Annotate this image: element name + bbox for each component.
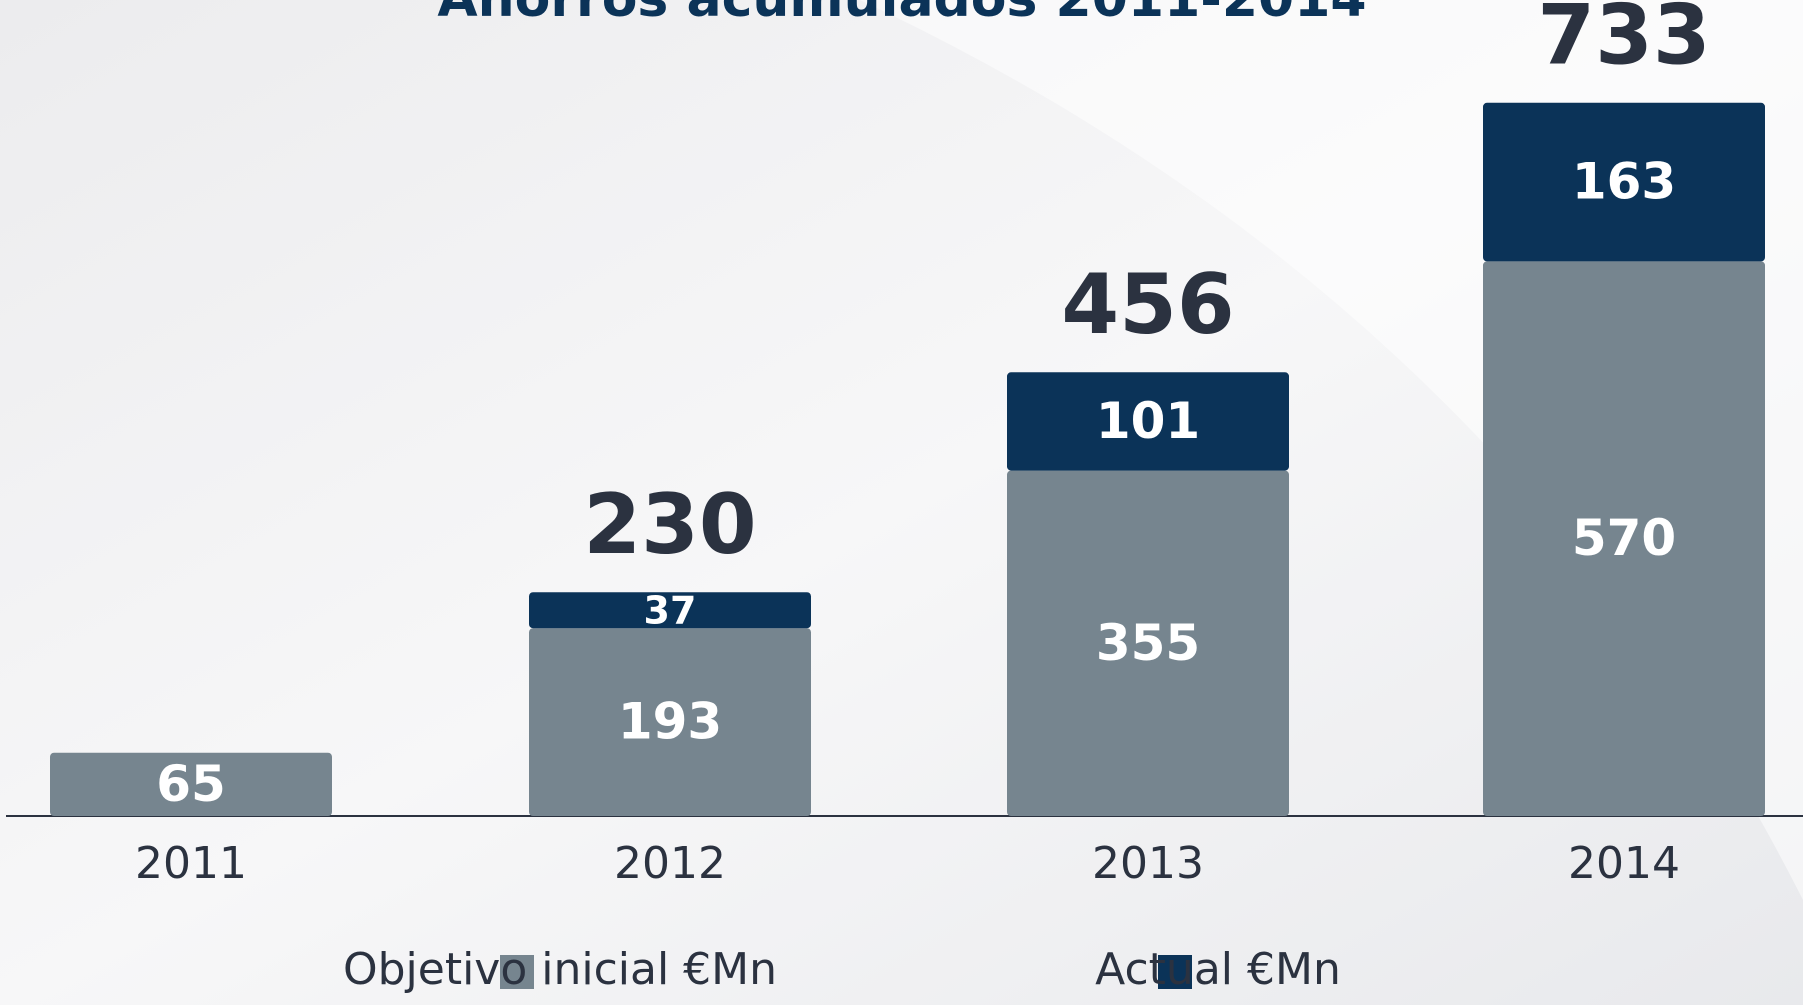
total-label: 230	[583, 476, 756, 573]
chart-title: Ahorros acumulados 2011-2014	[437, 0, 1366, 29]
bar-segment	[529, 628, 811, 816]
legend-swatch	[1158, 955, 1192, 989]
x-tick-label: 2014	[1568, 838, 1680, 889]
x-tick-label: 2011	[135, 838, 247, 889]
bar-segment	[1483, 261, 1765, 816]
segment-label: 570	[1572, 509, 1676, 567]
bar-segment	[50, 752, 332, 816]
total-label: 733	[1537, 0, 1710, 84]
bar-segment	[1007, 470, 1289, 816]
legend-label: Objetivo inicial €Mn	[343, 944, 777, 995]
legend-swatch	[500, 955, 534, 989]
x-tick-label: 2013	[1092, 838, 1204, 889]
total-label: 456	[1061, 256, 1234, 353]
segment-label: 163	[1572, 153, 1676, 211]
legend-label: Actual €Mn	[1095, 944, 1341, 995]
bar-segment	[1007, 372, 1289, 471]
segment-label: 193	[618, 693, 722, 751]
segment-label: 101	[1096, 392, 1200, 450]
segment-label: 37	[644, 589, 697, 633]
x-tick-label: 2012	[614, 838, 726, 889]
bar-segment	[529, 592, 811, 629]
segment-label: 355	[1096, 614, 1200, 672]
bar-segment	[1483, 102, 1765, 262]
segment-label: 65	[156, 755, 226, 813]
